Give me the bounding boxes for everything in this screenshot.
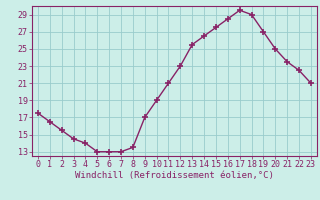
X-axis label: Windchill (Refroidissement éolien,°C): Windchill (Refroidissement éolien,°C) (75, 171, 274, 180)
